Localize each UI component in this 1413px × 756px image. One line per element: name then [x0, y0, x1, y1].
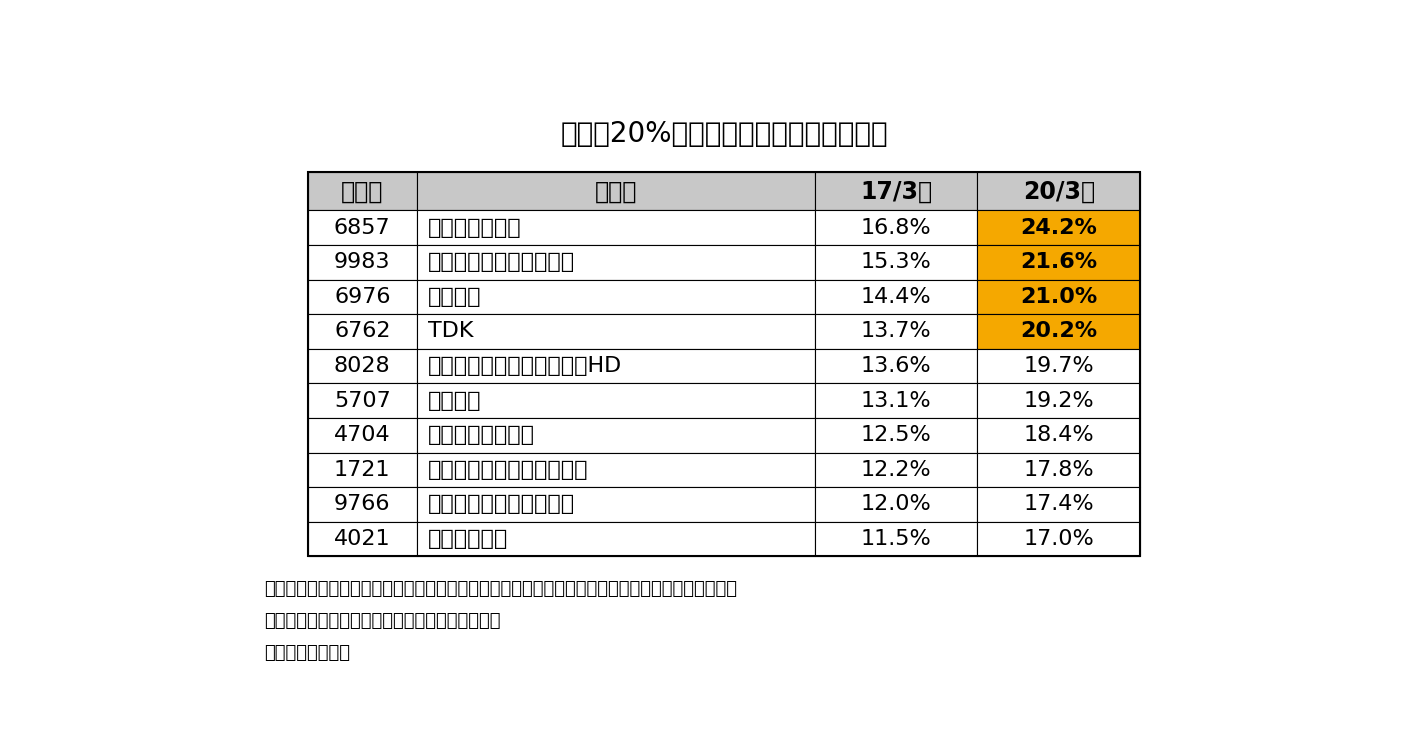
Text: 9983: 9983	[333, 253, 390, 272]
Text: 17.0%: 17.0%	[1023, 529, 1094, 549]
Text: 20/3末: 20/3末	[1023, 179, 1095, 203]
Bar	[417, 383, 815, 418]
Bar	[978, 453, 1140, 487]
Bar	[417, 418, 815, 453]
Text: 4021: 4021	[333, 529, 390, 549]
Text: （注）　図２の条件で試算した場合の発行済株式数に占める割合（上位１０社）、ＥＴＦの時価変: （注） 図２の条件で試算した場合の発行済株式数に占める割合（上位１０社）、ＥＴＦ…	[264, 580, 738, 598]
Bar	[815, 522, 978, 556]
Text: （資料）筆者作成: （資料）筆者作成	[264, 644, 350, 662]
Text: 21.0%: 21.0%	[1020, 287, 1098, 307]
Bar	[815, 349, 978, 383]
Text: 6762: 6762	[333, 321, 390, 342]
Text: 12.0%: 12.0%	[861, 494, 931, 515]
Text: 6857: 6857	[333, 218, 390, 237]
Text: 11.5%: 11.5%	[861, 529, 931, 549]
Text: 17.4%: 17.4%	[1023, 494, 1094, 515]
Text: 8028: 8028	[333, 356, 390, 376]
Bar	[308, 172, 417, 210]
Text: 12.2%: 12.2%	[861, 460, 931, 480]
Text: 13.7%: 13.7%	[861, 321, 931, 342]
Bar	[815, 487, 978, 522]
Bar	[815, 280, 978, 314]
Bar	[308, 453, 417, 487]
Bar	[417, 349, 815, 383]
Bar	[417, 453, 815, 487]
Text: 15.3%: 15.3%	[861, 253, 931, 272]
Text: コード: コード	[341, 179, 383, 203]
Bar	[417, 314, 815, 349]
Bar	[978, 280, 1140, 314]
Bar	[308, 522, 417, 556]
Text: 太陽誘電: 太陽誘電	[428, 287, 480, 307]
Text: コムシスホールディングス: コムシスホールディングス	[428, 460, 588, 480]
Bar	[308, 314, 417, 349]
Bar	[978, 487, 1140, 522]
Text: コナミホールディングス: コナミホールディングス	[428, 494, 575, 515]
Bar	[815, 172, 978, 210]
Bar	[815, 453, 978, 487]
Bar	[308, 172, 1140, 556]
Bar	[815, 245, 978, 280]
Bar	[815, 383, 978, 418]
Bar	[815, 210, 978, 245]
Bar	[308, 245, 417, 280]
Text: 14.4%: 14.4%	[861, 287, 931, 307]
Text: 21.6%: 21.6%	[1020, 253, 1098, 272]
Bar	[978, 383, 1140, 418]
Bar	[815, 314, 978, 349]
Bar	[978, 522, 1140, 556]
Bar	[417, 487, 815, 522]
Bar	[308, 418, 417, 453]
Text: ファーストリテイリング: ファーストリテイリング	[428, 253, 575, 272]
Text: 20.2%: 20.2%	[1020, 321, 1098, 342]
Text: 17/3末: 17/3末	[861, 179, 933, 203]
Bar	[417, 172, 815, 210]
Bar	[417, 522, 815, 556]
Bar	[417, 210, 815, 245]
Text: 24.2%: 24.2%	[1020, 218, 1098, 237]
Bar	[417, 245, 815, 280]
Text: 17.8%: 17.8%	[1023, 460, 1094, 480]
Bar	[308, 383, 417, 418]
Bar	[978, 245, 1140, 280]
Bar	[308, 210, 417, 245]
Text: 日産化学工業: 日産化学工業	[428, 529, 507, 549]
Text: 19.2%: 19.2%	[1023, 391, 1094, 411]
Bar	[978, 210, 1140, 245]
Bar	[815, 418, 978, 453]
Text: 18.4%: 18.4%	[1023, 426, 1094, 445]
Bar	[978, 172, 1140, 210]
Bar	[308, 280, 417, 314]
Bar	[978, 314, 1140, 349]
Text: 動や指数構成銘柄の入れ替えは考慮せず: 動や指数構成銘柄の入れ替えは考慮せず	[264, 612, 500, 630]
Text: トレンドマイクロ: トレンドマイクロ	[428, 426, 534, 445]
Text: 12.5%: 12.5%	[861, 426, 931, 445]
Bar	[308, 349, 417, 383]
Bar	[417, 280, 815, 314]
Text: 9766: 9766	[333, 494, 390, 515]
Text: 6976: 6976	[333, 287, 390, 307]
Bar	[308, 487, 417, 522]
Text: アドバンテスト: アドバンテスト	[428, 218, 521, 237]
Text: ユニー・ファミリーマートHD: ユニー・ファミリーマートHD	[428, 356, 622, 376]
Bar	[978, 349, 1140, 383]
Text: 16.8%: 16.8%	[861, 218, 931, 237]
Text: 東邦亜鉛: 東邦亜鉛	[428, 391, 480, 411]
Text: 1721: 1721	[333, 460, 390, 480]
Text: 19.7%: 19.7%	[1023, 356, 1094, 376]
Text: 13.1%: 13.1%	[861, 391, 931, 411]
Text: 企業名: 企業名	[595, 179, 637, 203]
Text: 図４：20%超を実質的に保有する企業も: 図４：20%超を実質的に保有する企業も	[561, 120, 887, 148]
Text: 13.6%: 13.6%	[861, 356, 931, 376]
Text: TDK: TDK	[428, 321, 473, 342]
Bar	[978, 418, 1140, 453]
Text: 4704: 4704	[333, 426, 390, 445]
Text: 5707: 5707	[333, 391, 390, 411]
